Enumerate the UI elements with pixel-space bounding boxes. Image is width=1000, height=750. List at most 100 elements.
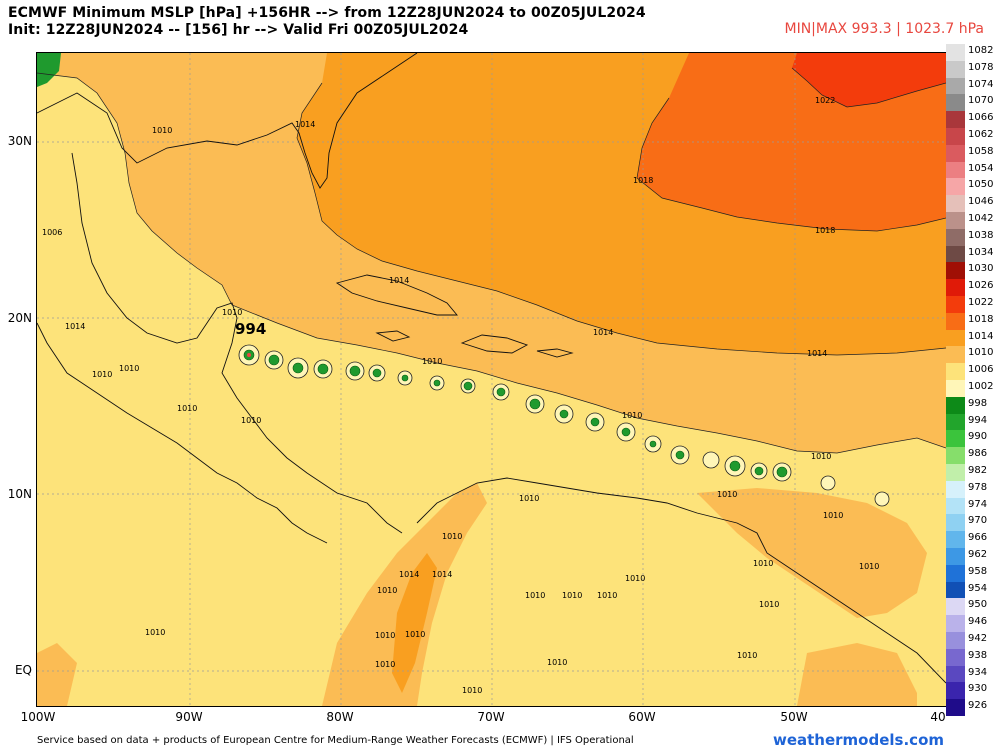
contour-label: 1006 [42, 228, 62, 237]
coastlines [37, 53, 946, 684]
legend-label: 930 [968, 683, 988, 695]
legend-swatch [946, 581, 965, 599]
legend-swatch [946, 464, 965, 481]
contour-label: 1014 [432, 570, 452, 579]
contour-label: 1010 [622, 411, 642, 420]
contour-label: 1014 [807, 349, 827, 358]
legend-row: 990 [946, 430, 1000, 448]
map-title: ECMWF Minimum MSLP [hPa] +156HR --> from… [8, 5, 646, 21]
legend-row: 1062 [946, 128, 1000, 145]
legend-row: 1006 [946, 363, 1000, 380]
legend-row: 950 [946, 598, 1000, 616]
brand-link[interactable]: weathermodels.com [772, 731, 944, 749]
contour-label: 1010 [562, 591, 582, 600]
contour-label: 1010 [737, 651, 757, 660]
legend-swatch [946, 447, 965, 464]
lon-label-60w: 60W [628, 710, 656, 724]
legend-row: 1070 [946, 94, 1000, 112]
legend-swatch [946, 480, 965, 498]
contour-label: 1010 [442, 532, 462, 541]
legend-row: 926 [946, 699, 1000, 716]
contour-label: 1014 [593, 328, 613, 337]
lon-label-80w: 80W [326, 710, 354, 724]
lon-label-90w: 90W [175, 710, 203, 724]
contour-label: 1018 [633, 176, 653, 185]
legend-row: 1002 [946, 380, 1000, 397]
legend-label: 954 [968, 582, 988, 594]
contour-label: 1010 [525, 591, 545, 600]
contour-label: 1014 [295, 120, 315, 129]
legend-label: 986 [968, 448, 988, 460]
mslp-map[interactable]: 994 1010 1014 1006 1014 1010 1014 1014 1… [36, 52, 947, 707]
lon-label-70w: 70W [477, 710, 505, 724]
legend-row: 1014 [946, 329, 1000, 347]
legend-row: 930 [946, 682, 1000, 700]
legend-swatch [946, 514, 965, 532]
legend-swatch [946, 329, 965, 347]
lon-label-40w: 40 [930, 710, 946, 724]
legend-label: 946 [968, 616, 988, 628]
legend-row: 986 [946, 447, 1000, 464]
legend-row: 1030 [946, 262, 1000, 280]
pressure-legend: 1082 1078 1074 1070 1066 1062 1058 1054 1050 1046… [946, 44, 1000, 733]
legend-label: 1002 [968, 381, 994, 392]
legend-row: 1082 [946, 44, 1000, 61]
contour-label: 1010 [375, 631, 395, 640]
legend-row: 938 [946, 648, 1000, 666]
legend-label: 994 [968, 414, 988, 426]
legend-swatch [946, 615, 965, 632]
lat-label-eq: EQ [14, 663, 32, 677]
legend-label: 1014 [968, 330, 994, 342]
lat-label-10n: 10N [7, 487, 32, 501]
legend-label: 938 [968, 649, 988, 661]
legend-swatch [946, 380, 965, 397]
contour-label: 1010 [375, 660, 395, 669]
contour-label: 1010 [241, 416, 261, 425]
contour-label: 1010 [222, 308, 242, 317]
fill-green-corner [37, 53, 61, 87]
contour-label: 1010 [625, 574, 645, 583]
legend-row: 1058 [946, 144, 1000, 162]
legend-swatch [946, 111, 965, 128]
legend-label: 1018 [968, 313, 994, 325]
legend-label: 934 [968, 666, 988, 678]
legend-label: 962 [968, 549, 988, 560]
map-canvas: 994 1010 1014 1006 1014 1010 1014 1014 1… [37, 53, 946, 706]
lat-label-30n: 30N [7, 134, 32, 148]
legend-swatch [946, 128, 965, 145]
fill-1010-west [37, 643, 77, 706]
contour-label: 1014 [389, 276, 409, 285]
legend-swatch [946, 682, 965, 700]
legend-label: 1082 [968, 45, 994, 56]
legend-label: 970 [968, 515, 988, 527]
legend-row: 958 [946, 564, 1000, 582]
legend-row: 1026 [946, 279, 1000, 296]
legend-swatch [946, 262, 965, 280]
legend-label: 1074 [968, 78, 994, 90]
contour-label: 1010 [717, 490, 737, 499]
contour-label: 1010 [597, 591, 617, 600]
legend-label: 942 [968, 633, 988, 644]
contour-label: 1022 [815, 96, 835, 105]
legend-label: 1070 [968, 95, 994, 107]
legend-label: 1006 [968, 364, 994, 376]
contour-label: 1018 [815, 226, 835, 235]
contour-label: 1010 [823, 511, 843, 520]
legend-label: 1062 [968, 129, 994, 140]
legend-row: 970 [946, 514, 1000, 532]
legend-label: 1042 [968, 213, 994, 224]
legend-swatch [946, 548, 965, 565]
min-max-readout: MIN|MAX 993.3 | 1023.7 hPa [784, 21, 985, 37]
lon-label-50w: 50W [780, 710, 808, 724]
legend-row: 1042 [946, 212, 1000, 229]
contour-label: 1010 [547, 658, 567, 667]
legend-label: 926 [968, 700, 988, 712]
legend-row: 962 [946, 548, 1000, 565]
contour-lines [37, 67, 946, 454]
legend-swatch [946, 413, 965, 431]
contour-label: 1014 [399, 570, 419, 579]
legend-row: 1074 [946, 77, 1000, 95]
contour-label: 1010 [811, 452, 831, 461]
legend-swatch [946, 212, 965, 229]
legend-row: 934 [946, 665, 1000, 683]
